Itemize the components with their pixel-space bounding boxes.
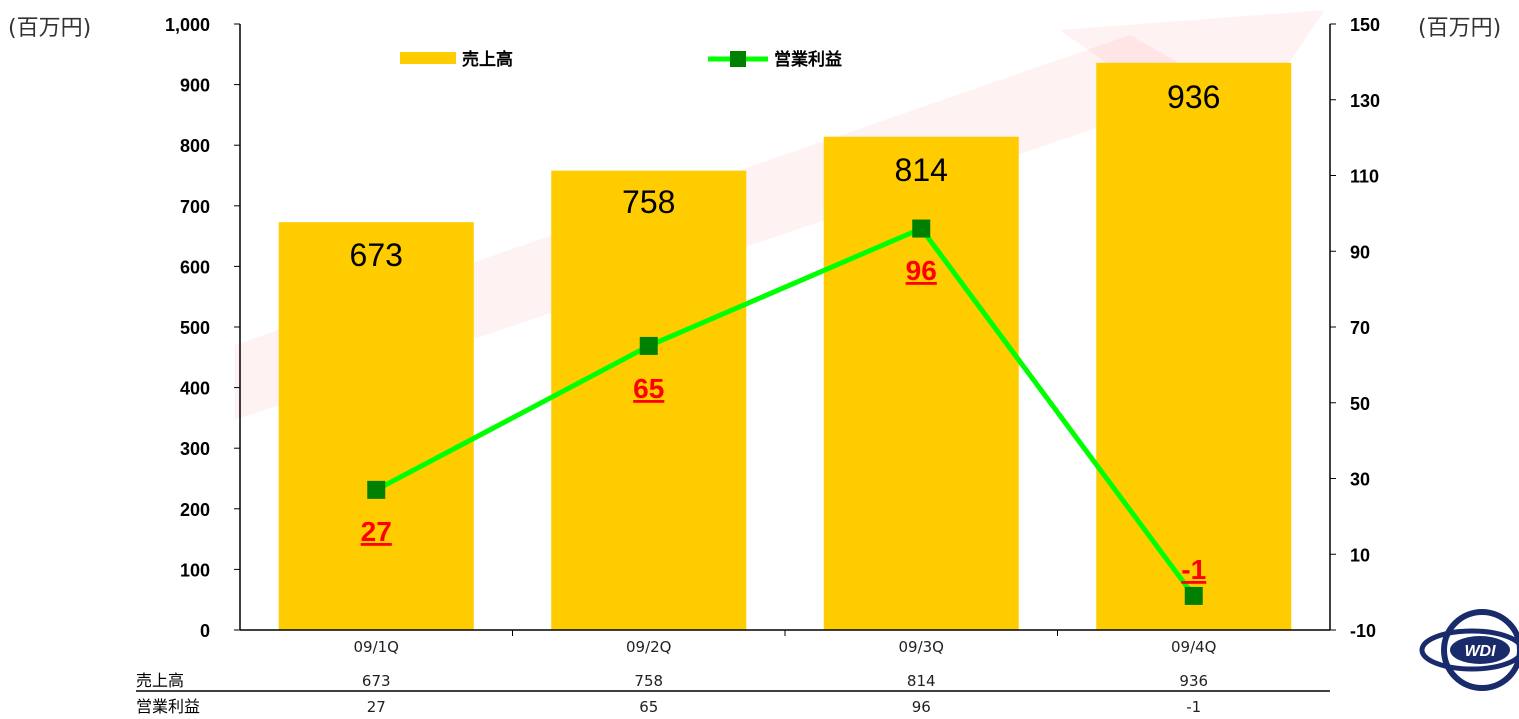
right-axis-unit: (百万円) <box>1418 16 1502 41</box>
x-tick-label: 09/1Q <box>354 638 400 656</box>
left-tick-label: 700 <box>180 197 210 217</box>
x-tick-label: 09/3Q <box>899 638 945 656</box>
bar-value-label: 936 <box>1167 79 1220 115</box>
left-tick-label: 900 <box>180 76 210 96</box>
profit-value-label: -1 <box>1181 554 1206 585</box>
logo-text: WDI <box>1464 643 1496 660</box>
left-tick-label: 400 <box>180 379 210 399</box>
operating-profit-line <box>375 225 1196 598</box>
right-tick-label: 30 <box>1350 470 1370 490</box>
right-tick-label: 150 <box>1350 15 1380 35</box>
right-tick-label: 110 <box>1350 167 1379 187</box>
left-tick-label: 100 <box>180 560 210 580</box>
bar-value-label: 758 <box>622 184 675 220</box>
legend-swatch-marker <box>730 51 746 67</box>
table-cell: 96 <box>912 698 931 716</box>
x-tick-label: 09/2Q <box>626 638 672 656</box>
bar-3 <box>823 136 1019 630</box>
right-tick-label: 70 <box>1350 318 1370 338</box>
left-axis-unit: (百万円) <box>8 16 92 41</box>
profit-value-label: 65 <box>633 373 664 404</box>
table-cell: 65 <box>639 698 658 716</box>
line-marker-3 <box>912 219 931 238</box>
table-cell: 758 <box>634 672 663 690</box>
table-cell: 814 <box>907 672 936 690</box>
left-tick-label: 300 <box>180 439 210 459</box>
left-tick-label: 500 <box>180 318 210 338</box>
line-marker-1 <box>367 480 386 499</box>
left-tick-label: 200 <box>180 500 210 520</box>
table-cell: 673 <box>362 672 391 690</box>
right-tick-label: 130 <box>1350 91 1380 111</box>
table-cell: -1 <box>1186 698 1201 716</box>
legend-label-bar: 売上高 <box>462 49 513 70</box>
left-tick-label: 800 <box>180 136 210 156</box>
table-row-label: 売上高 <box>136 671 184 690</box>
table-cell: 27 <box>367 698 386 716</box>
left-tick-label: 1,000 <box>165 15 210 35</box>
bar-value-label: 673 <box>350 237 403 273</box>
bar-1 <box>278 222 474 631</box>
table-cell: 936 <box>1179 672 1208 690</box>
bar-2 <box>551 170 747 631</box>
line-marker-4 <box>1184 586 1203 605</box>
right-tick-label: 50 <box>1350 394 1370 414</box>
profit-value-label: 96 <box>906 255 937 286</box>
line-marker-2 <box>639 336 658 355</box>
legend-label-line: 営業利益 <box>774 49 842 70</box>
wdi-logo: WDI <box>1419 609 1519 691</box>
right-tick-label: 90 <box>1350 242 1370 262</box>
right-tick-label: 10 <box>1350 545 1370 565</box>
table-row-label: 営業利益 <box>136 697 200 716</box>
left-tick-label: 600 <box>180 257 210 277</box>
x-tick-label: 09/4Q <box>1171 638 1217 656</box>
legend-swatch-bar <box>400 52 456 64</box>
bar-4 <box>1096 62 1292 631</box>
bar-value-label: 814 <box>895 152 948 188</box>
right-tick-label: -10 <box>1350 621 1376 641</box>
left-tick-label: 0 <box>200 621 210 641</box>
profit-value-label: 27 <box>361 516 392 547</box>
